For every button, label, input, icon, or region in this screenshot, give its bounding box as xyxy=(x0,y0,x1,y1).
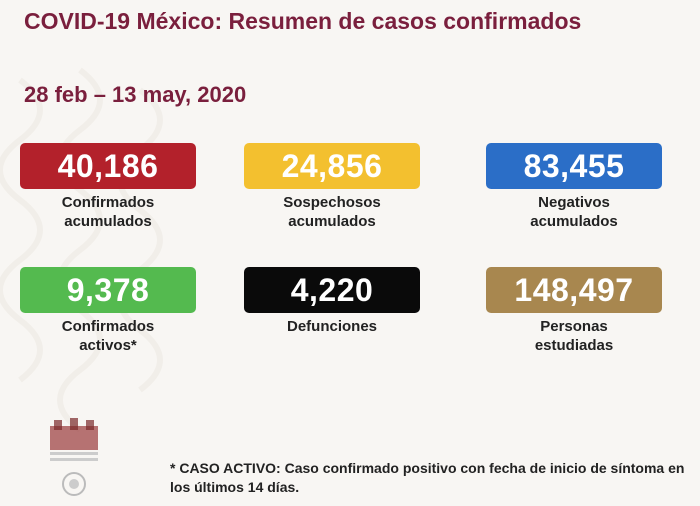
stat-personas-estudiadas: 148,497 Personas estudiadas xyxy=(486,267,662,355)
stat-confirmados-acumulados: 40,186 Confirmados acumulados xyxy=(20,143,196,231)
stat-value-box: 40,186 xyxy=(20,143,196,189)
stat-value: 148,497 xyxy=(514,271,634,308)
stat-value: 9,378 xyxy=(66,271,150,308)
stat-value-box: 9,378 xyxy=(20,267,196,313)
stat-label: Confirmados acumulados xyxy=(61,194,155,230)
stat-sospechosos-acumulados: 24,856 Sospechosos acumulados xyxy=(244,143,420,231)
government-logo-icon xyxy=(50,418,98,496)
stat-value-box: 148,497 xyxy=(486,267,662,313)
stat-value: 40,186 xyxy=(57,147,159,184)
stat-value: 4,220 xyxy=(290,271,374,308)
stat-value-box: 83,455 xyxy=(486,143,662,189)
footnote: * CASO ACTIVO: Caso confirmado positivo … xyxy=(170,460,685,495)
stat-label: Confirmados activos* xyxy=(61,318,155,354)
stat-value-box: 4,220 xyxy=(244,267,420,313)
stat-value: 83,455 xyxy=(523,147,625,184)
stat-label: Negativos acumulados xyxy=(530,194,618,230)
page-title: COVID-19 México: Resumen de casos confir… xyxy=(24,8,582,34)
stat-value-box: 24,856 xyxy=(244,143,420,189)
stat-value: 24,856 xyxy=(281,147,383,184)
date-range: 28 feb – 13 may, 2020 xyxy=(24,82,247,107)
stat-label: Defunciones xyxy=(286,318,377,335)
stat-defunciones: 4,220 Defunciones xyxy=(244,267,420,336)
stat-confirmados-activos: 9,378 Confirmados activos* xyxy=(20,267,196,355)
stat-label: Personas estudiadas xyxy=(534,318,614,354)
stat-label: Sospechosos acumulados xyxy=(283,194,381,230)
stat-negativos-acumulados: 83,455 Negativos acumulados xyxy=(486,143,662,231)
